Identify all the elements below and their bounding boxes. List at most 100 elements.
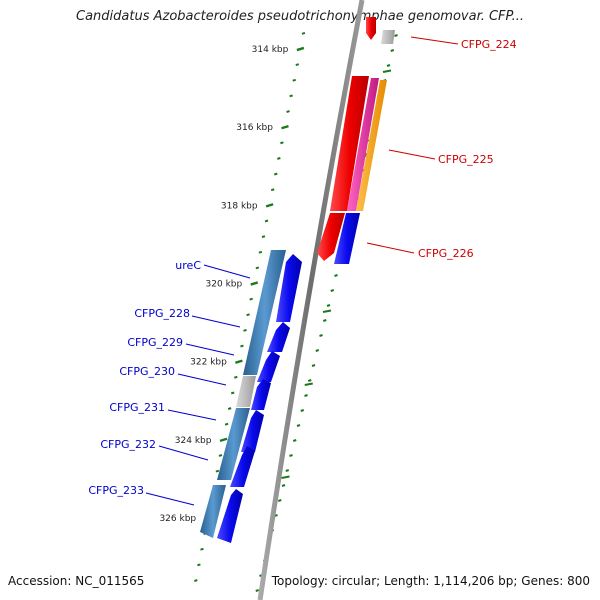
label-cfpg-233[interactable]: CFPG_233 (88, 484, 144, 497)
genes-value: 800 (567, 574, 590, 588)
leader-cfpg-229 (185, 343, 235, 356)
outer-ring-dot (300, 409, 305, 412)
outer-ring-dot (394, 34, 398, 37)
leader-cfpg-224 (410, 36, 459, 45)
tick-label: 314 kbp (252, 45, 289, 55)
gene-cfpg-225-orange-glyph[interactable] (356, 80, 387, 211)
minor-tick (292, 78, 297, 82)
tick-label: 320 kbp (206, 280, 243, 290)
leader-cfpg-233 (145, 492, 195, 506)
steel-feature-1-glyph (243, 250, 286, 375)
outer-ring-dot (292, 439, 297, 442)
leader-cfpg-226 (366, 242, 415, 254)
outer-ring-dot (281, 484, 286, 487)
tick-label: 324 kbp (175, 436, 212, 446)
outer-ring-dot (296, 424, 301, 427)
gene-cfpg-225-red-glyph[interactable] (330, 76, 369, 211)
steel-feature-2-glyph (217, 408, 250, 480)
genes-label: Genes: (521, 574, 564, 588)
outer-ring-dot (289, 454, 293, 457)
length-label: Length: (384, 574, 430, 588)
minor-tick (261, 235, 266, 239)
gene-cfpg-228-glyph[interactable] (267, 322, 290, 352)
gene-cfpg-225-magenta-glyph[interactable] (347, 78, 379, 211)
accession-value: NC_011565 (75, 574, 145, 588)
outer-ring-dot (334, 274, 338, 277)
gene-labels: CFPG_224 CFPG_225 CFPG_226 ureC CFPG_228… (88, 38, 516, 497)
leader-cfpg-228 (191, 315, 241, 328)
label-cfpg-225[interactable]: CFPG_225 (438, 153, 494, 166)
minor-tick (249, 297, 253, 301)
outer-ring-dot (319, 334, 323, 337)
outer-ring-dot (386, 64, 391, 67)
minor-tick (243, 328, 247, 332)
major-tick (235, 359, 243, 364)
minor-tick (286, 110, 290, 113)
outer-ring-dot (390, 49, 395, 52)
leader-cfpg-231 (167, 409, 217, 421)
minor-tick (289, 94, 293, 98)
gene-cfpg-230-glyph[interactable] (251, 379, 271, 410)
outer-ring-dash (304, 382, 313, 386)
gene-cfpg-229-glyph[interactable] (257, 351, 280, 382)
leader-cfpg-225 (388, 149, 436, 160)
minor-tick (258, 250, 263, 254)
major-tick (219, 437, 228, 443)
outer-ring-dot (255, 589, 260, 592)
topology-label: Topology: (271, 574, 328, 588)
outer-ring-dot (330, 289, 335, 292)
gene-cfpg-231-glyph[interactable] (241, 410, 264, 452)
label-cfpg-232[interactable]: CFPG_232 (100, 438, 156, 451)
outer-ring-dot (322, 319, 327, 322)
label-cfpg-224[interactable]: CFPG_224 (461, 38, 517, 51)
topology-value: circular (331, 574, 377, 588)
label-cfpg-231[interactable]: CFPG_231 (109, 401, 165, 414)
label-cfpg-229[interactable]: CFPG_229 (127, 336, 183, 349)
minor-tick (295, 63, 300, 67)
minor-tick (197, 563, 201, 567)
leader-cfpg-232 (158, 445, 209, 461)
major-tick (281, 124, 289, 130)
major-tick (296, 46, 305, 52)
minor-tick (280, 141, 284, 145)
minor-tick (194, 579, 198, 582)
outer-ring-dot (311, 364, 316, 367)
minor-tick (218, 454, 223, 457)
minor-tick (255, 266, 260, 270)
outer-ring-dash (322, 309, 332, 313)
label-cfpg-228[interactable]: CFPG_228 (134, 307, 190, 320)
gene-cfpg-224-glyph[interactable] (366, 17, 376, 40)
accession-info: Accession: NC_011565 (8, 574, 144, 588)
gene-cfpg-232-glyph[interactable] (230, 446, 255, 487)
outer-ring-dot (304, 394, 308, 397)
genome-title: Candidatus Azobacteroides pseudotrichony… (76, 9, 524, 24)
leader-cfpg-230 (177, 373, 227, 386)
tick-label: 326 kbp (159, 514, 196, 524)
label-leaders (145, 36, 459, 506)
minor-tick (246, 313, 250, 317)
gray-feature-mid-glyph (236, 376, 256, 407)
label-cfpg-226[interactable]: CFPG_226 (418, 247, 474, 260)
minor-tick (301, 31, 306, 35)
minor-tick (240, 344, 244, 348)
minor-tick (224, 422, 229, 426)
minor-tick (227, 407, 232, 410)
gene-urec-glyph[interactable] (276, 254, 302, 322)
label-cfpg-230[interactable]: CFPG_230 (119, 365, 175, 378)
minor-tick (200, 547, 204, 551)
major-tick (250, 281, 259, 286)
outer-ring-dash (382, 69, 392, 73)
outer-ring-dot (285, 469, 290, 472)
gene-cfpg-233-glyph[interactable] (217, 489, 243, 543)
outer-ring-dot (277, 499, 282, 502)
minor-tick (277, 157, 281, 160)
label-urec[interactable]: ureC (175, 259, 201, 272)
gene-cfpg-226-red-glyph[interactable] (317, 213, 345, 261)
gene-cfpg-226-blue-glyph[interactable] (334, 213, 360, 264)
accession-label: Accession: (8, 574, 72, 588)
feature-glyphs (200, 17, 395, 543)
length-value: 1,114,206 bp (433, 574, 514, 588)
major-tick (265, 203, 274, 208)
